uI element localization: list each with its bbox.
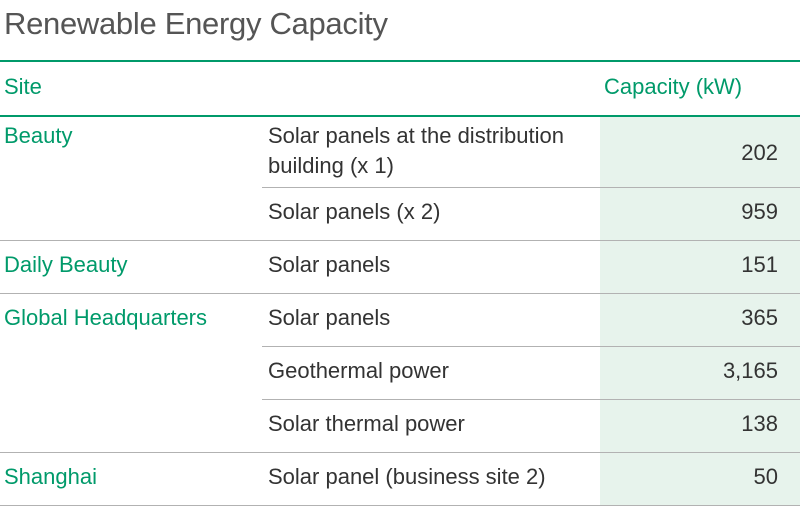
header-top-rule	[0, 60, 800, 62]
capacity-cell-bg	[600, 400, 800, 452]
source-label: Geothermal power	[268, 358, 449, 383]
group-divider	[0, 293, 800, 294]
row-divider	[262, 346, 800, 347]
capacity-value: 50	[753, 464, 778, 489]
site-label: Shanghai	[4, 464, 97, 489]
source-label: Solar panels (x 2)	[268, 199, 441, 224]
capacity-cell-bg	[600, 453, 800, 505]
group-divider	[0, 452, 800, 453]
capacity-cell-bg	[600, 241, 800, 293]
site-label: Global Headquarters	[4, 305, 208, 330]
column-header-site: Site	[4, 74, 42, 99]
capacity-value: 365	[741, 305, 778, 330]
source-label: Solar thermal power	[268, 411, 465, 436]
group-divider	[0, 240, 800, 241]
site-label: Daily Beauty	[4, 252, 128, 277]
row-divider	[262, 399, 800, 400]
source-label: Solar panels at the distribution	[268, 123, 564, 148]
capacity-table: Site Capacity (kW) Beauty Solar panels a…	[0, 60, 800, 518]
row-divider	[262, 187, 800, 188]
capacity-value: 3,165	[722, 358, 778, 383]
source-label: Solar panels	[268, 305, 391, 330]
capacity-value: 202	[741, 140, 778, 165]
table-bottom-rule	[0, 505, 800, 506]
capacity-value: 959	[741, 199, 778, 224]
capacity-value: 151	[741, 252, 778, 277]
page-title: Renewable Energy Capacity	[4, 6, 388, 41]
capacity-cell-bg	[600, 117, 800, 240]
site-label: Beauty	[4, 123, 73, 148]
source-label-line2: building (x 1)	[268, 153, 394, 178]
header-bottom-rule	[0, 115, 800, 117]
capacity-value: 138	[741, 411, 778, 436]
column-header-capacity: Capacity (kW)	[604, 74, 743, 99]
capacity-cell-bg	[600, 347, 800, 399]
source-label: Solar panel (business site 2)	[268, 464, 546, 489]
capacity-cell-bg	[600, 294, 800, 346]
source-label: Solar panels	[268, 252, 391, 277]
